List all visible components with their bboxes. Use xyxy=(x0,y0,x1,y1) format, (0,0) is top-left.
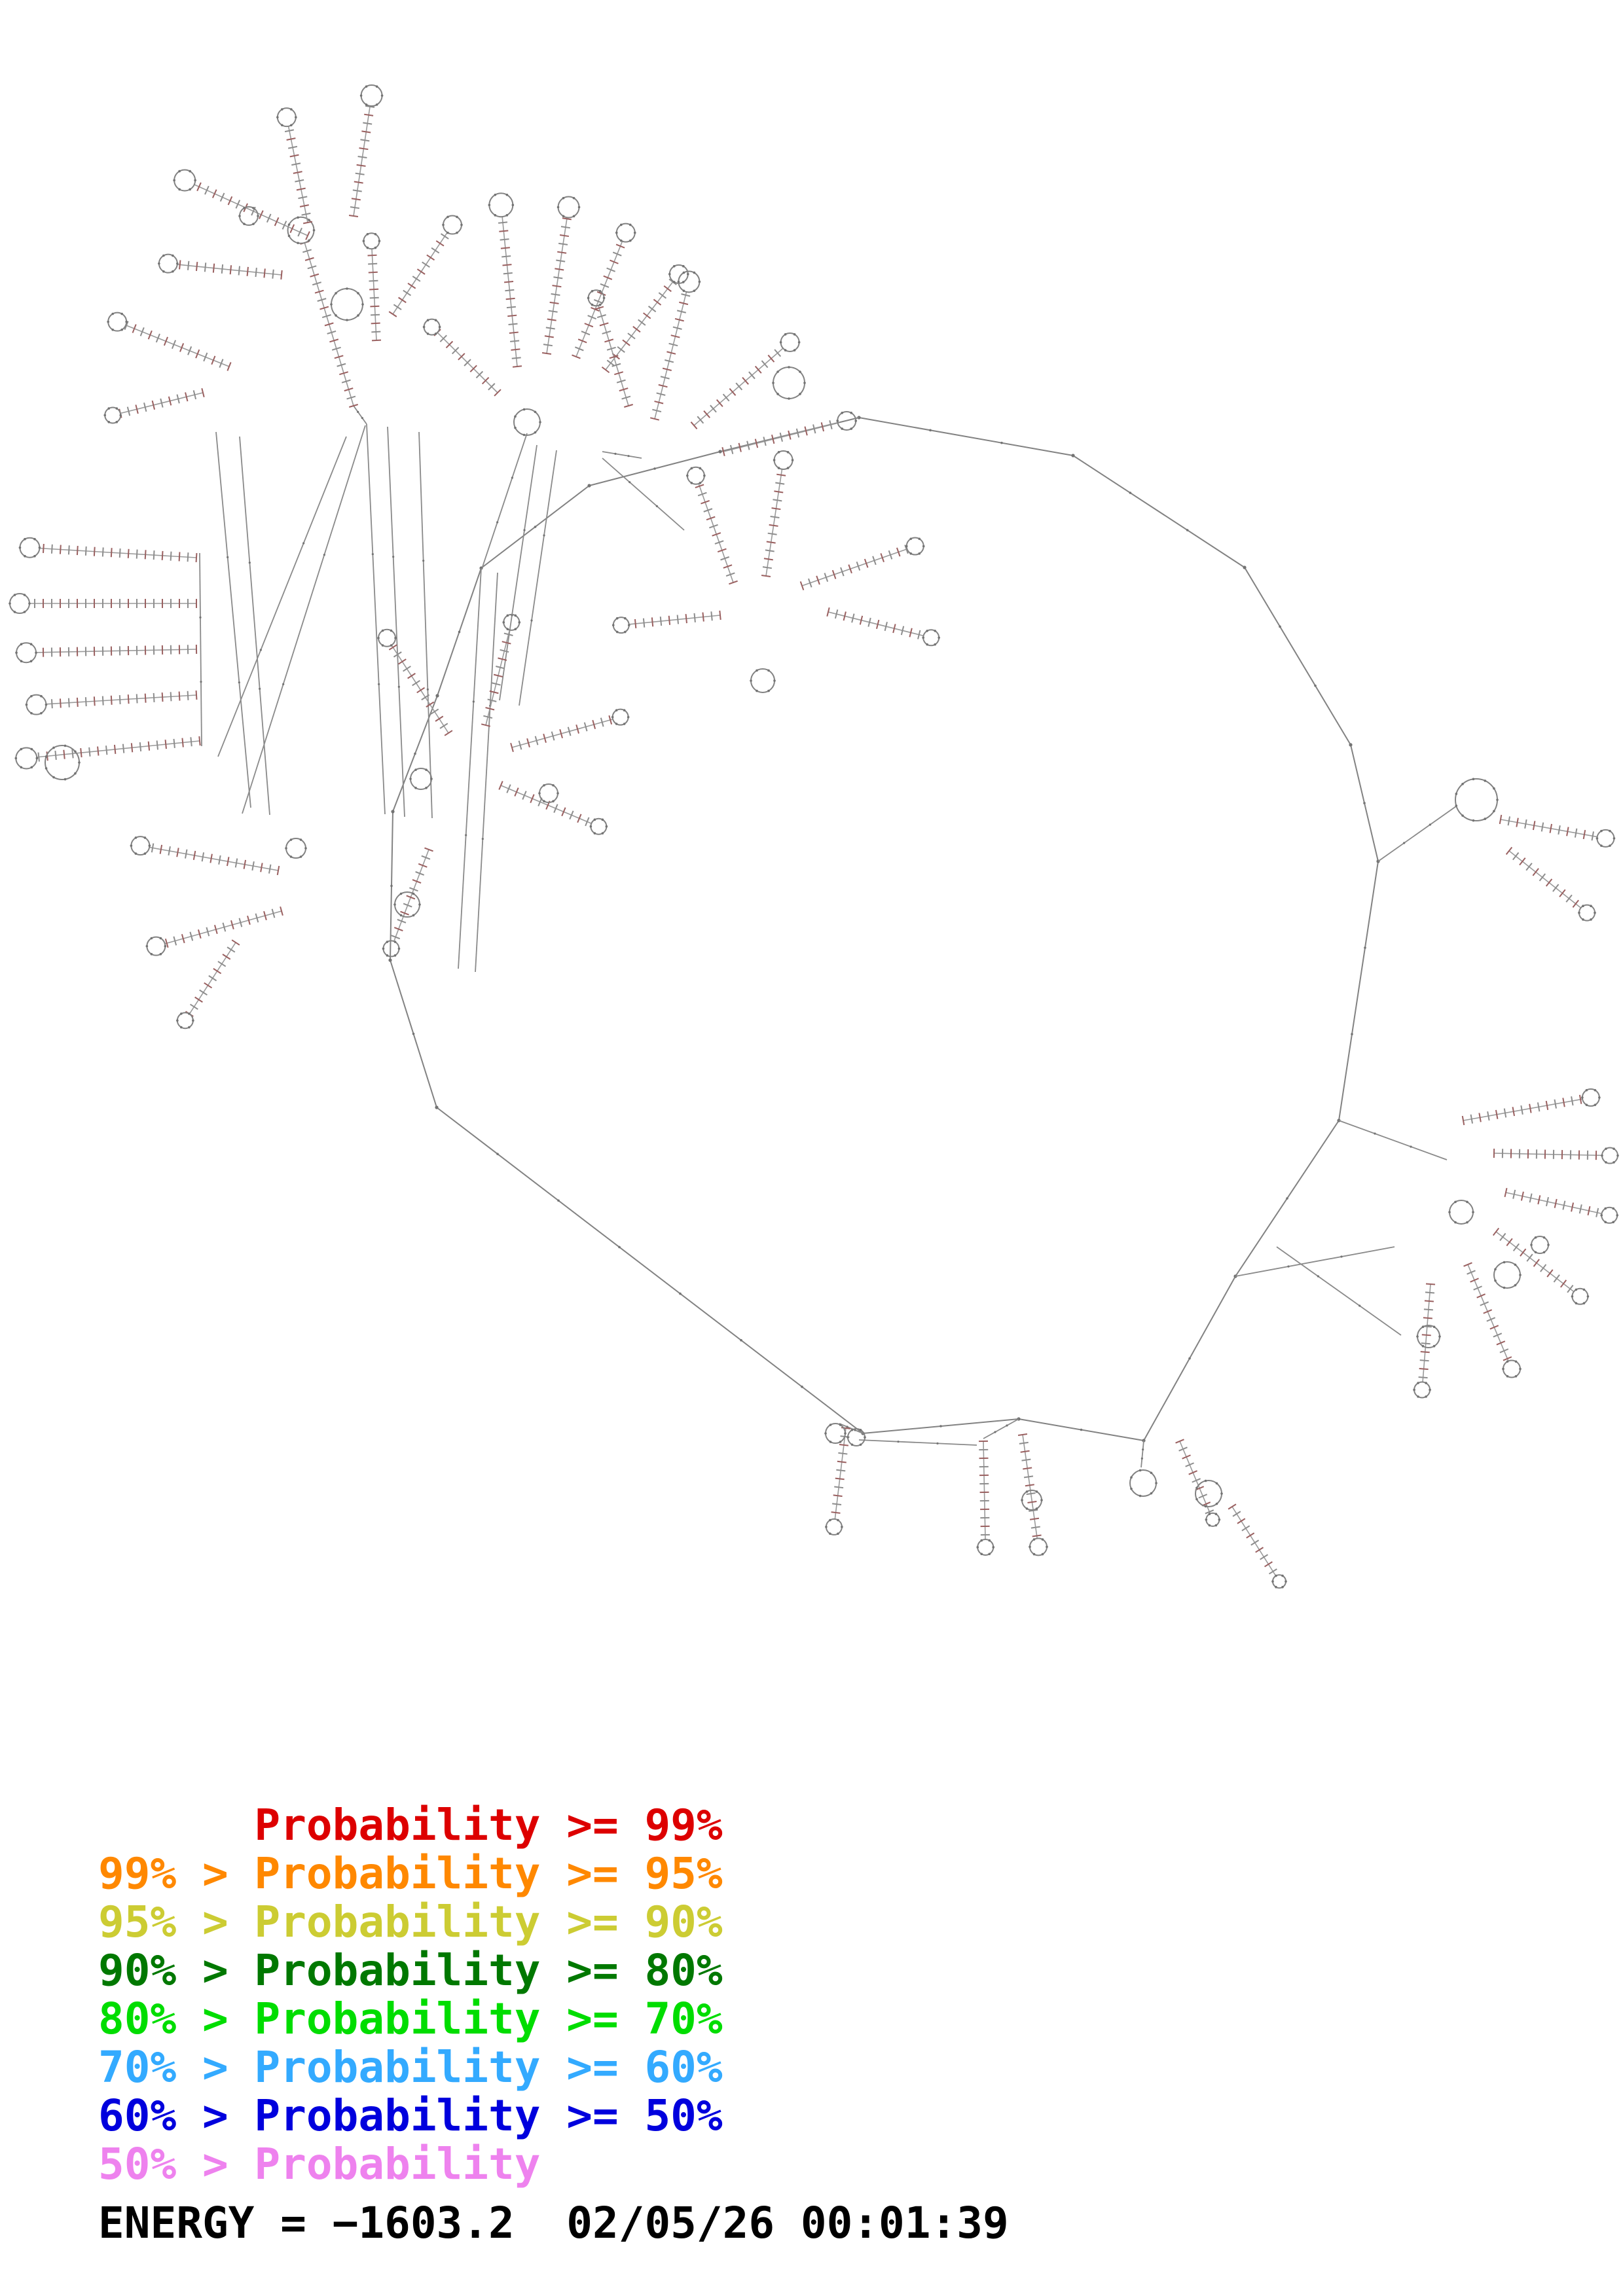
probability-legend: Probability >= 99% 99% > Probability >= 9… xyxy=(98,1801,723,2189)
legend-item: 80% > Probability >= 70% xyxy=(98,1994,723,2044)
legend-item: 90% > Probability >= 80% xyxy=(98,1945,723,1996)
legend-item: 99% > Probability >= 95% xyxy=(98,1848,723,1899)
legend-item: 50% > Probability xyxy=(98,2139,541,2189)
energy-readout: ENERGY = −1603.2 02/05/26 00:01:39 xyxy=(98,2198,1009,2248)
legend-item: 70% > Probability >= 60% xyxy=(98,2042,723,2092)
legend-item: 95% > Probability >= 90% xyxy=(98,1897,723,1947)
legend-item: Probability >= 99% xyxy=(98,1800,723,1850)
legend-item: 60% > Probability >= 50% xyxy=(98,2090,723,2141)
